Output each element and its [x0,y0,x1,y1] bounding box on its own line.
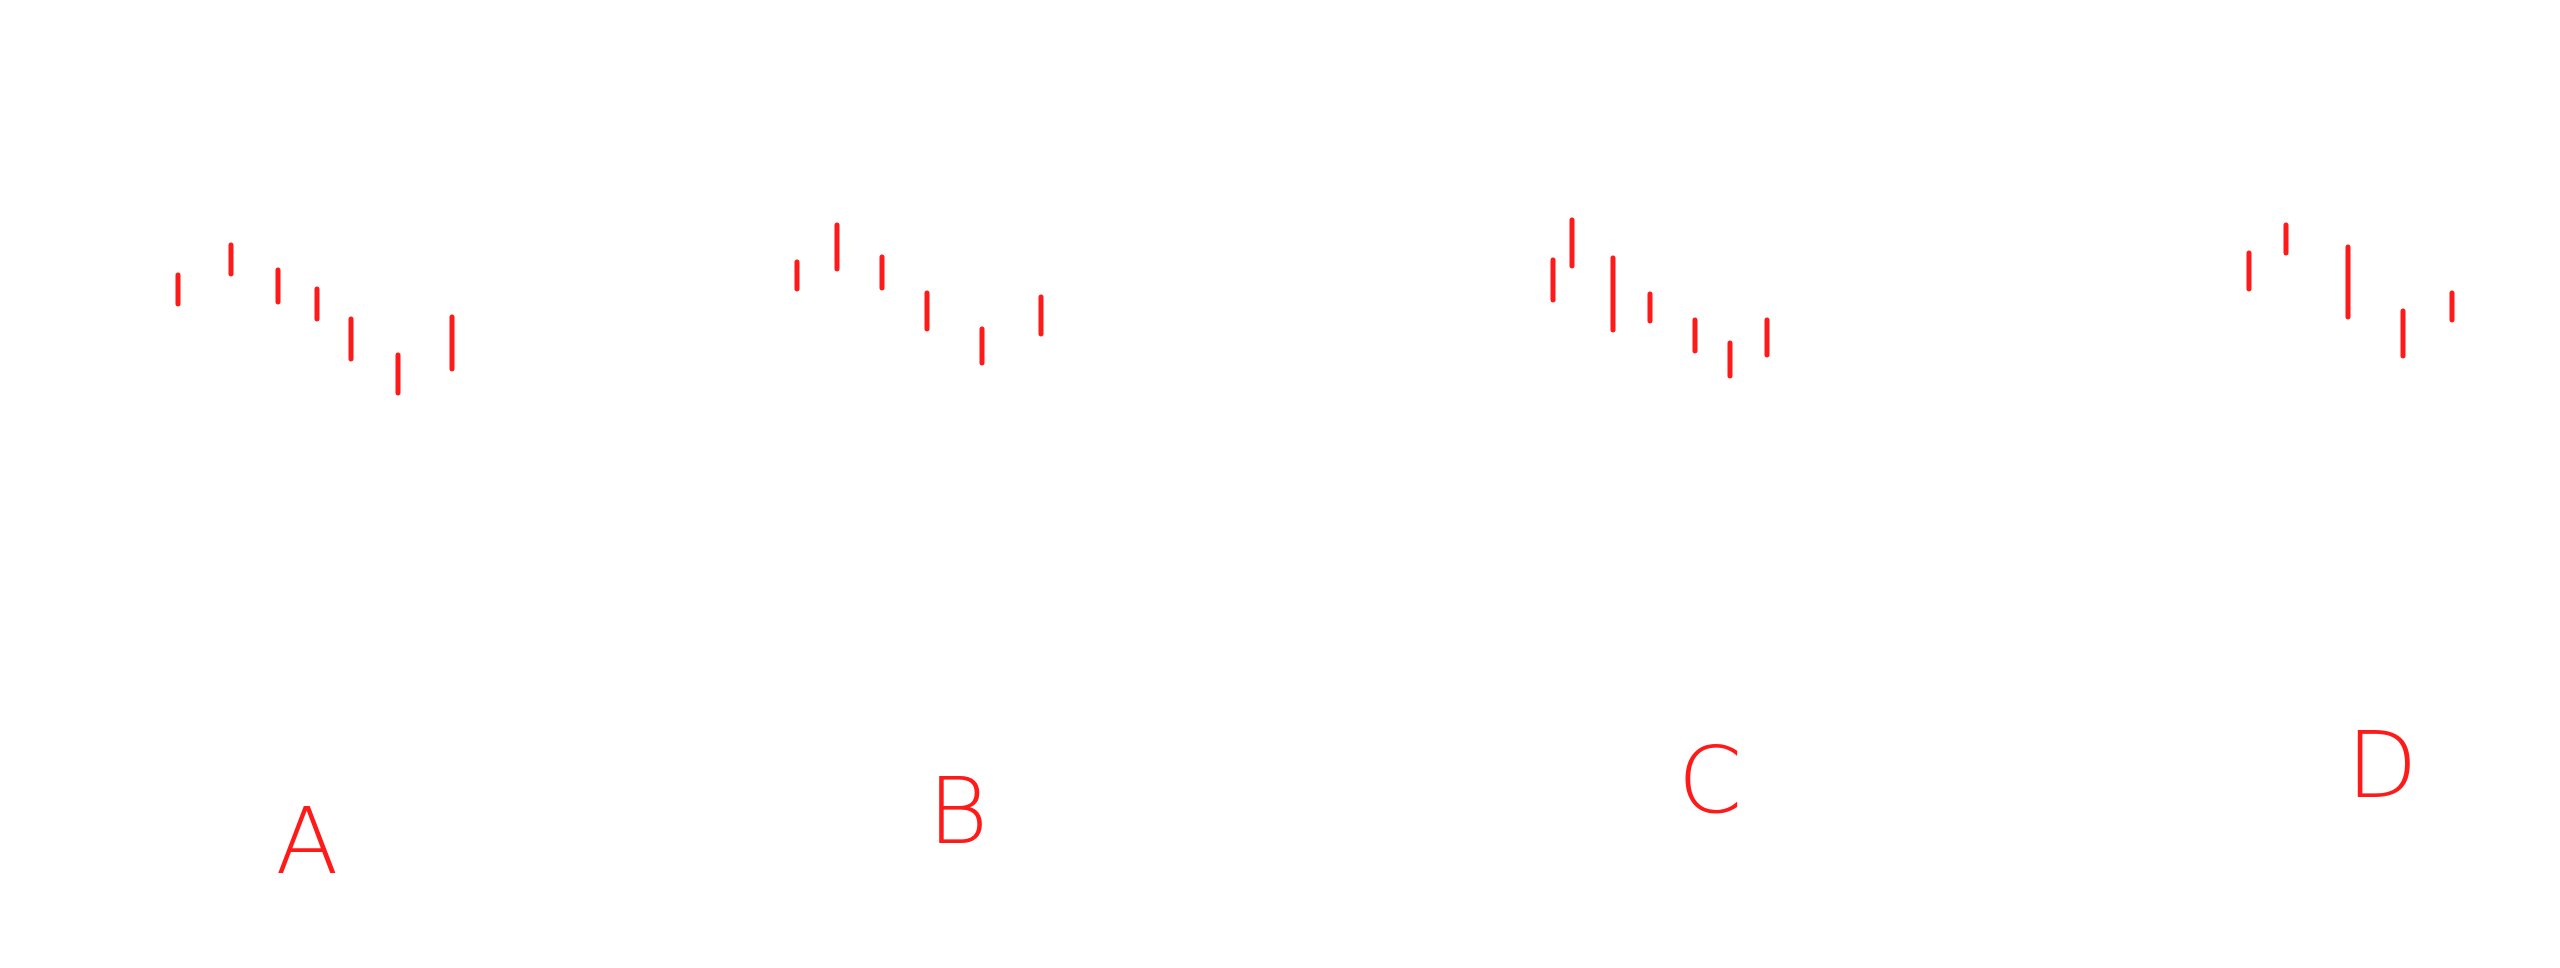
panel-label-a: A [276,788,339,895]
panel-label-b: B [928,758,988,865]
labels-layer: A B C D [276,712,2418,895]
panel-a [175,242,455,396]
panel-b [794,222,1044,366]
panel-c [1550,217,1770,379]
panel-d [2246,222,2455,359]
panel-label-c: C [1678,727,1742,834]
panels-layer [175,217,2455,396]
panel-label-d: D [2347,712,2418,819]
